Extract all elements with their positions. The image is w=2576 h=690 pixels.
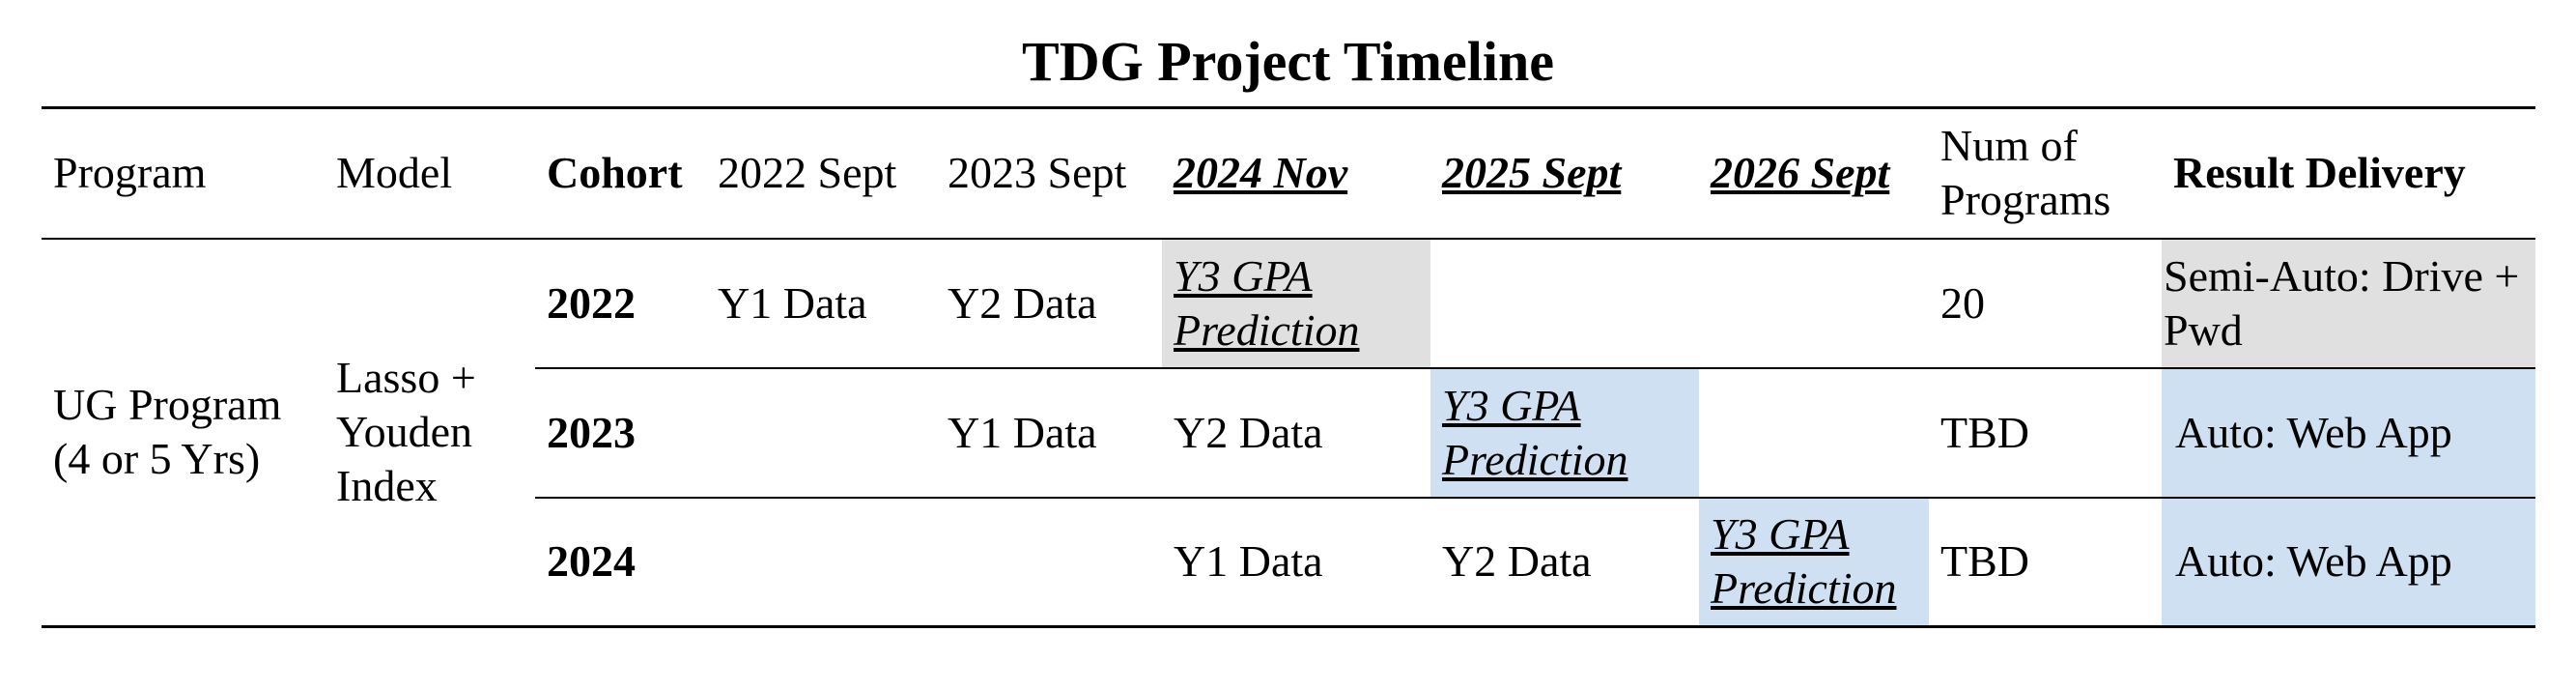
- nov-2024-cell: Y1 Data: [1174, 536, 1323, 587]
- sept-2023-cell: Y1 Data: [948, 407, 1097, 457]
- header-num-programs: Num of Programs: [1940, 121, 2111, 225]
- table-row: UG Program (4 or 5 Yrs) Lasso + Youden I…: [42, 238, 2535, 627]
- sept-2022-cell: Y1 Data: [718, 277, 867, 328]
- sept-2022-cell: [706, 368, 936, 498]
- header-row: Program Model Cohort 2022 Sept 2023 Sept…: [42, 107, 2535, 239]
- prediction-cell: Y3 GPA Prediction: [1699, 497, 1929, 627]
- prediction-cell: Y3 GPA Prediction: [1430, 367, 1699, 498]
- header-2026-sept: 2026 Sept: [1711, 148, 1890, 198]
- table-row: 2024 Y1 Data Y2 Data Y3 GPA Prediction T…: [42, 497, 2535, 627]
- header-cohort: Cohort: [547, 148, 683, 198]
- sept-2025-cell: Y2 Data: [1442, 536, 1592, 587]
- result-delivery-cell: Semi-Auto: Drive + Pwd: [2162, 238, 2535, 368]
- header-result-delivery: Result Delivery: [2173, 148, 2466, 198]
- header-2022-sept: 2022 Sept: [718, 148, 897, 198]
- sept-2026-cell: [1699, 368, 1929, 498]
- num-programs-cell: 20: [1940, 277, 1985, 328]
- sept-2026-cell: [1699, 239, 1929, 368]
- result-delivery-cell: Auto: Web App: [2162, 367, 2535, 498]
- sept-2022-cell: [706, 498, 936, 627]
- num-programs-cell: TBD: [1940, 536, 2029, 587]
- num-programs-cell: TBD: [1940, 407, 2029, 457]
- timeline-table: Program Model Cohort 2022 Sept 2023 Sept…: [42, 106, 2535, 628]
- sept-2023-cell: Y2 Data: [948, 277, 1097, 328]
- header-model: Model: [336, 148, 453, 198]
- table-row: 2023 Y1 Data Y2 Data Y3 GPA Prediction T…: [42, 367, 2535, 498]
- header-2024-nov: 2024 Nov: [1174, 148, 1348, 198]
- header-program: Program: [53, 148, 207, 198]
- sept-2025-cell: [1430, 239, 1699, 368]
- prediction-cell: Y3 GPA Prediction: [1162, 238, 1430, 368]
- program-cell: UG Program (4 or 5 Yrs): [42, 238, 325, 627]
- cohort-cell: 2024: [547, 536, 636, 587]
- cohort-cell: 2022: [547, 277, 636, 328]
- result-delivery-cell: Auto: Web App: [2162, 497, 2535, 627]
- sept-2023-cell: [936, 498, 1162, 627]
- header-2023-sept: 2023 Sept: [948, 148, 1127, 198]
- nov-2024-cell: Y2 Data: [1174, 407, 1323, 457]
- model-cell: Lasso + Youden Index: [325, 238, 535, 627]
- cohort-cell: 2023: [547, 407, 636, 457]
- page-title: TDG Project Timeline: [1022, 30, 1554, 93]
- header-2025-sept: 2025 Sept: [1442, 148, 1622, 198]
